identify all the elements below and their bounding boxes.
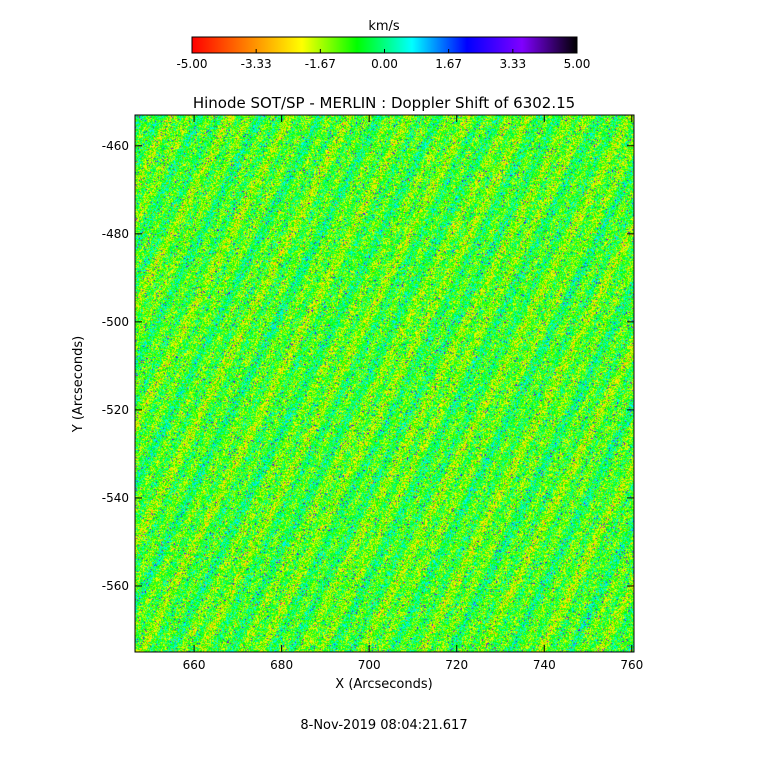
colorbar-tick-label: -3.33 [241, 57, 272, 71]
y-tick-label: -460 [102, 139, 129, 153]
y-axis: -460 -480 -500 -520 -540 -560 [102, 139, 634, 593]
colorbar-tick-label: 1.67 [435, 57, 462, 71]
colorbar-tick-label: 3.33 [499, 57, 526, 71]
colorbar-tick-label: 5.00 [564, 57, 591, 71]
timestamp: 8-Nov-2019 08:04:21.617 [300, 718, 467, 733]
doppler-map [135, 115, 634, 652]
x-tick-label: 760 [620, 658, 643, 672]
plot-frame [134, 114, 635, 653]
colorbar-unit-label: km/s [368, 19, 400, 34]
x-axis-label: X (Arcseconds) [335, 677, 432, 692]
y-tick-label: -500 [102, 315, 129, 329]
colorbar-tick-label: 0.00 [371, 57, 398, 71]
colorbar-tick-label: -5.00 [176, 57, 207, 71]
y-tick-label: -540 [102, 491, 129, 505]
chart-title: Hinode SOT/SP - MERLIN : Doppler Shift o… [193, 94, 575, 112]
x-axis: 660 680 700 720 740 760 [183, 115, 643, 672]
colorbar-ticks: -5.00 -3.33 -1.67 0.00 1.67 3.33 5.00 [176, 49, 590, 71]
x-tick-label: 680 [270, 658, 293, 672]
y-axis-label: Y (Arcseconds) [71, 336, 86, 433]
x-tick-label: 720 [445, 658, 468, 672]
x-tick-label: 660 [183, 658, 206, 672]
y-tick-label: -480 [102, 227, 129, 241]
x-tick-label: 740 [533, 658, 556, 672]
y-tick-label: -560 [102, 579, 129, 593]
colorbar-tick-label: -1.67 [305, 57, 336, 71]
y-tick-label: -520 [102, 403, 129, 417]
x-tick-label: 700 [358, 658, 381, 672]
